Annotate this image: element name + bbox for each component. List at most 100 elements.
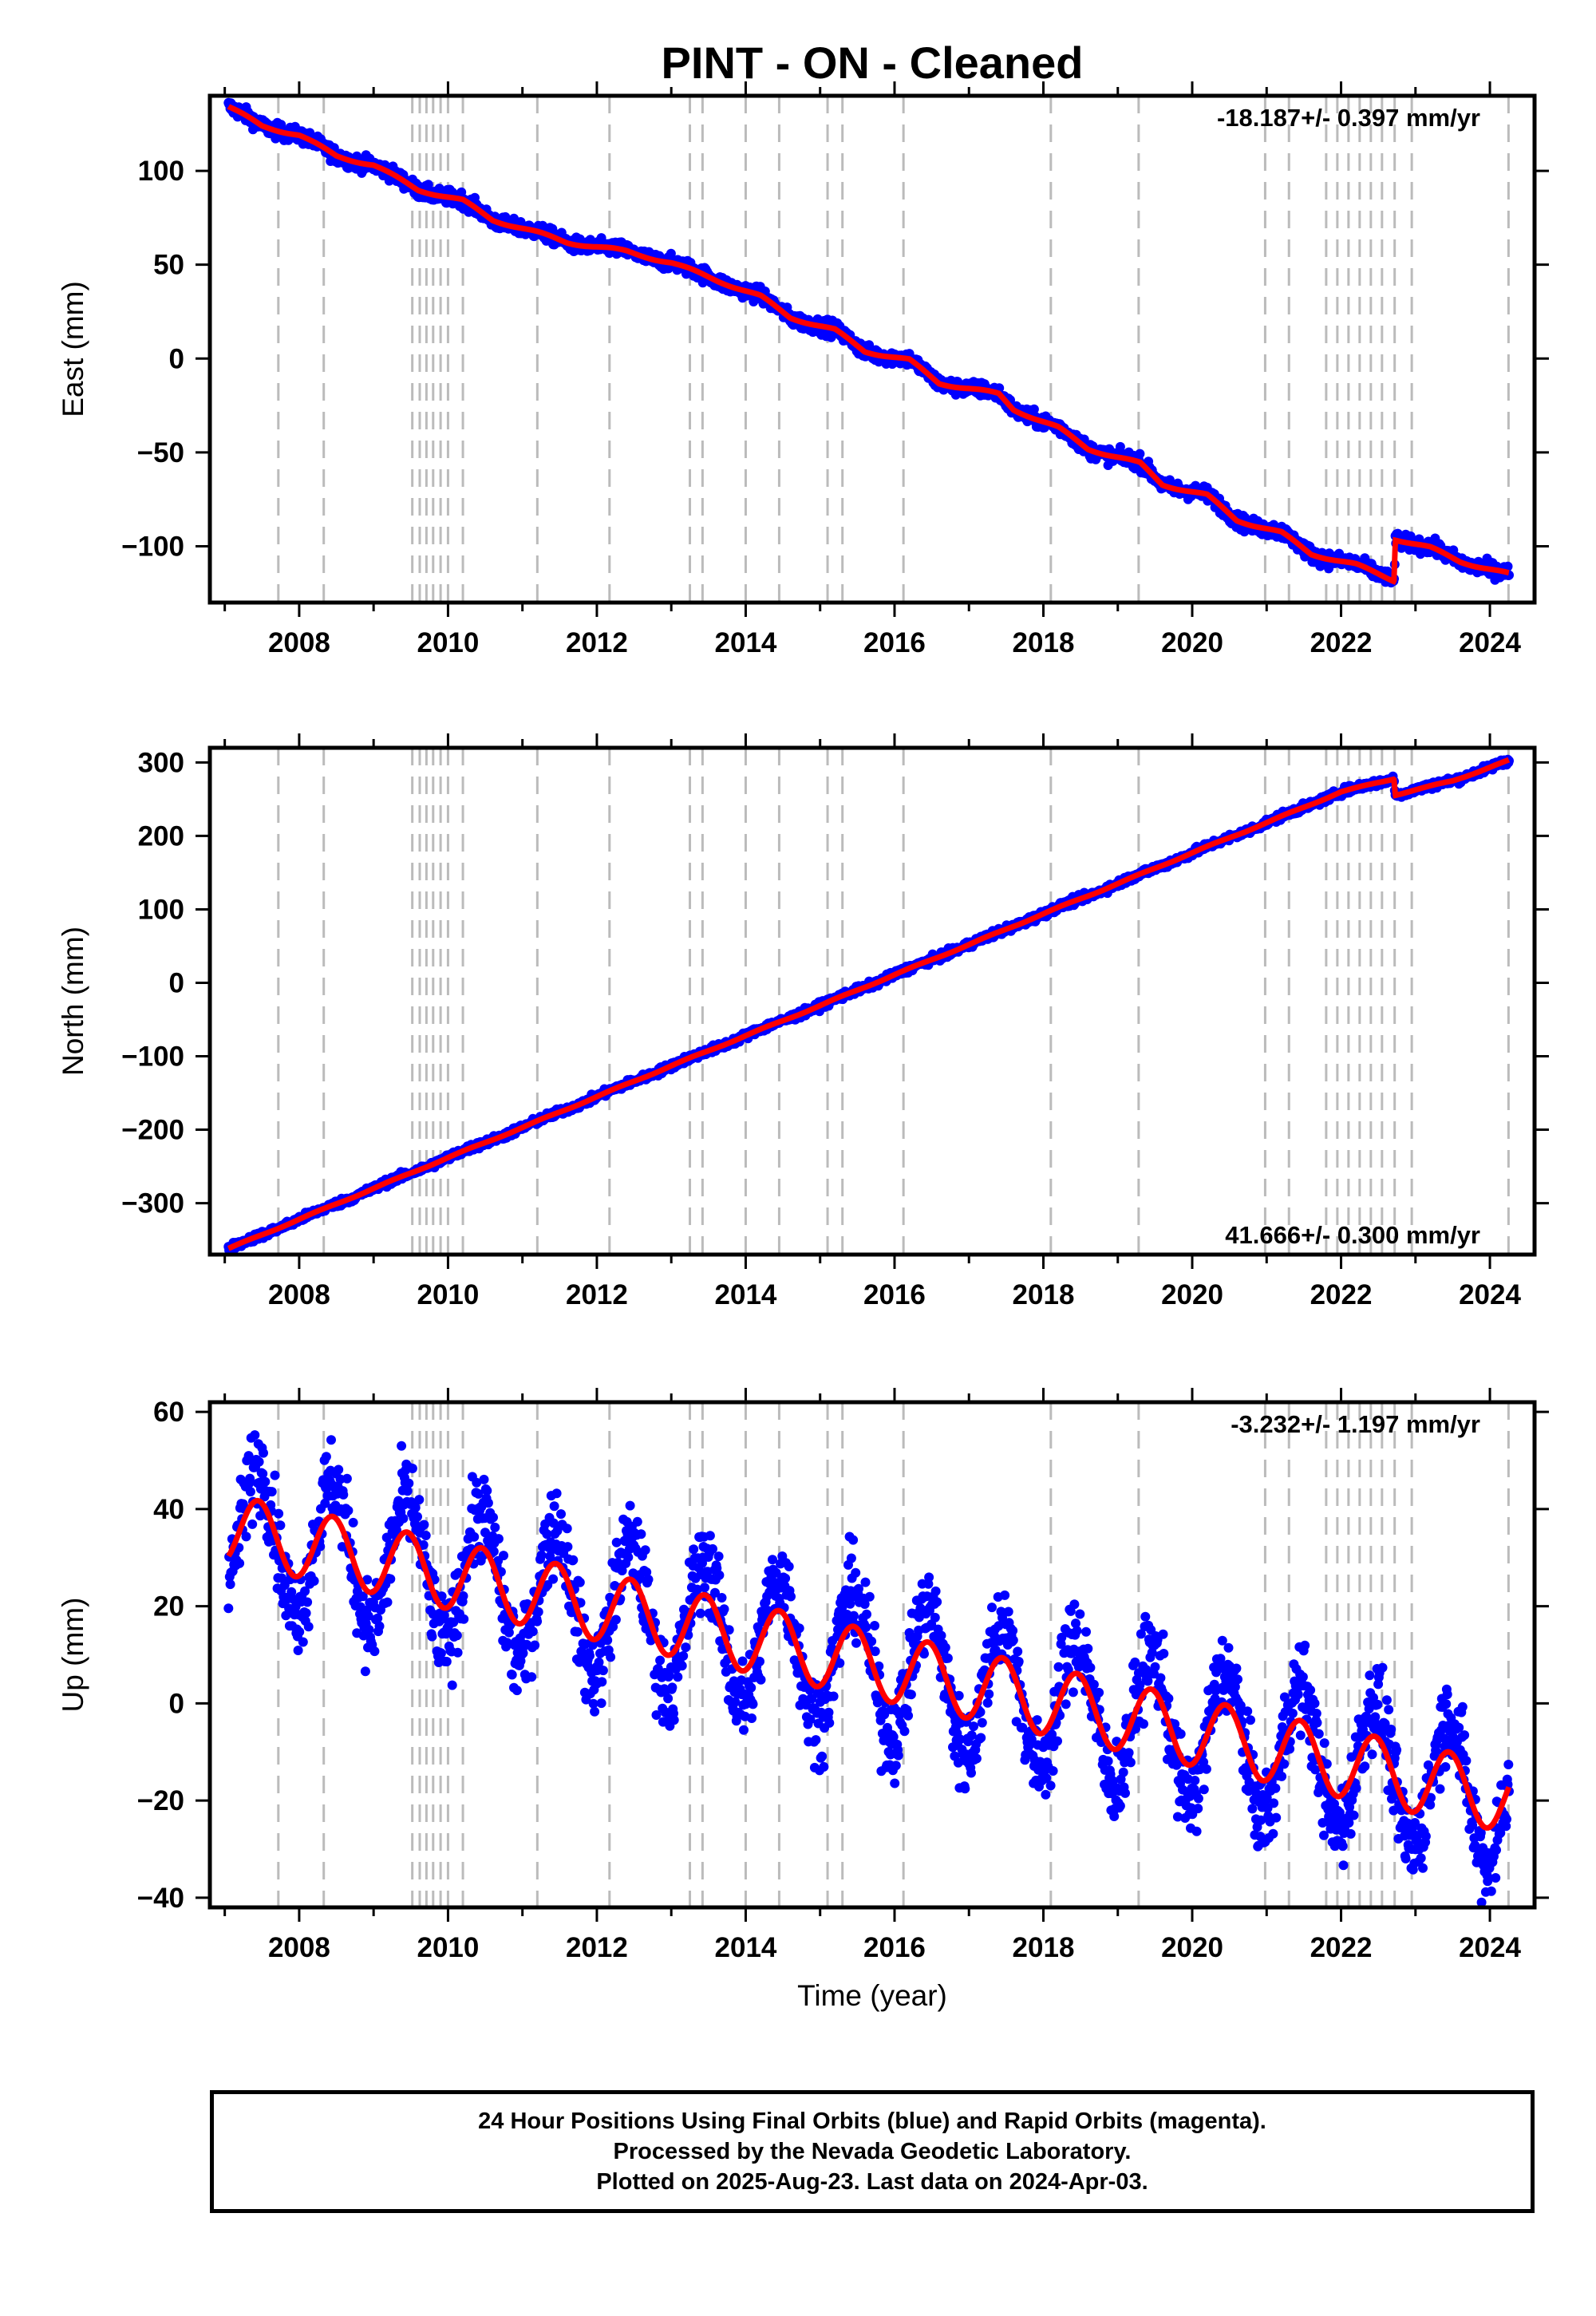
data-point — [527, 1626, 538, 1637]
data-point — [447, 1680, 457, 1690]
data-points — [223, 754, 1514, 1255]
y-tick-label: 0 — [169, 343, 184, 374]
data-point — [275, 1520, 286, 1531]
panel-1: 2008 2010 2012 2014 2016 2018 2020 2022 2024−100… — [57, 81, 1549, 658]
y-tick-label: −300 — [121, 1188, 184, 1219]
data-point — [267, 1487, 277, 1497]
rate-label: -18.187+/- 0.397 mm/yr — [1217, 104, 1480, 132]
data-point — [421, 1531, 431, 1540]
data-point — [385, 1574, 396, 1584]
data-point — [301, 1608, 311, 1618]
x-tick-label: 2020 — [1161, 1279, 1223, 1310]
data-point — [563, 1542, 573, 1552]
data-point — [413, 1512, 422, 1522]
data-point — [294, 1626, 305, 1637]
data-point — [298, 1637, 308, 1647]
data-point — [404, 1478, 414, 1488]
x-tick-label: 2008 — [268, 1279, 330, 1310]
data-point — [532, 1616, 543, 1626]
data-point — [235, 1558, 245, 1568]
data-point — [348, 1517, 358, 1528]
data-point — [459, 1614, 469, 1624]
data-point — [452, 1647, 463, 1658]
x-tick-label: 2010 — [417, 627, 479, 658]
data-point — [223, 1603, 234, 1614]
data-point — [326, 1435, 336, 1445]
x-tick-label: 2008 — [268, 627, 330, 658]
data-point — [548, 1574, 559, 1584]
x-tick-label: 2016 — [863, 627, 926, 658]
data-point — [441, 1657, 452, 1666]
data-point — [469, 1531, 480, 1542]
data-point — [533, 1607, 543, 1617]
data-point — [551, 1488, 562, 1499]
data-point — [483, 1498, 493, 1508]
x-tick-label: 2014 — [715, 627, 777, 658]
data-point — [293, 1646, 303, 1655]
data-point — [530, 1640, 540, 1650]
data-point — [423, 180, 433, 190]
data-point — [562, 1524, 572, 1534]
data-point — [488, 1512, 498, 1523]
data-point — [512, 1686, 522, 1696]
y-tick-label: −100 — [121, 531, 184, 562]
data-points — [223, 1430, 1514, 1907]
data-point — [452, 1630, 462, 1641]
event-lines — [277, 748, 1510, 1255]
data-point — [549, 1501, 559, 1512]
data-points — [223, 97, 1514, 588]
data-point — [414, 1495, 425, 1505]
y-tick-label: −200 — [121, 1115, 184, 1146]
data-point — [374, 1621, 385, 1631]
panel-2: 2008 2010 2012 2014 2016 2018 2020 2022 2024−300… — [57, 733, 1549, 1310]
data-point — [343, 1505, 354, 1516]
data-point — [369, 1646, 380, 1657]
x-tick-label: 2020 — [1161, 627, 1223, 658]
panels: 2008 2010 2012 2014 2016 2018 2020 2022 2024−100… — [57, 81, 1549, 1963]
data-point — [666, 248, 676, 259]
data-point — [419, 1520, 429, 1530]
y-axis-label: North (mm) — [57, 927, 89, 1076]
data-point — [407, 1464, 417, 1473]
data-point — [397, 1441, 407, 1451]
y-tick-label: −50 — [137, 437, 184, 468]
data-point — [303, 1622, 314, 1632]
data-point — [254, 1456, 264, 1467]
data-point — [1029, 404, 1039, 414]
data-point — [241, 1531, 251, 1542]
data-point — [338, 1489, 349, 1500]
data-point — [342, 1473, 352, 1484]
y-tick-label: 100 — [138, 894, 184, 925]
data-point — [490, 1522, 500, 1532]
data-point — [334, 1464, 344, 1475]
y-tick-label: 0 — [169, 967, 184, 998]
data-point — [245, 1473, 255, 1484]
data-point — [1115, 441, 1125, 452]
data-point — [436, 1648, 446, 1658]
data-point — [270, 1470, 280, 1480]
data-point — [360, 1666, 370, 1677]
y-tick-label: 200 — [138, 820, 184, 852]
y-axis-label: East (mm) — [57, 281, 89, 417]
y-tick-label: 100 — [138, 156, 184, 187]
chart-title: PINT - ON - Cleaned — [662, 38, 1084, 88]
x-tick-label: 2012 — [566, 627, 628, 658]
data-point — [427, 1631, 437, 1642]
x-tick-label: 2012 — [566, 1279, 628, 1310]
data-point — [482, 1485, 492, 1496]
data-point — [245, 1487, 255, 1497]
y-tick-label: −100 — [121, 1041, 184, 1073]
data-point — [1135, 449, 1145, 459]
x-tick-label: 2018 — [1013, 627, 1075, 658]
data-point — [302, 1597, 313, 1607]
data-point — [398, 1513, 409, 1524]
x-tick-label: 2024 — [1459, 1279, 1521, 1310]
data-point — [247, 1519, 258, 1529]
x-tick-label: 2016 — [863, 1279, 926, 1310]
data-point — [373, 1613, 383, 1623]
data-point — [260, 1476, 271, 1487]
x-tick-label: 2014 — [715, 1279, 777, 1310]
data-point — [382, 1597, 393, 1607]
data-point — [479, 1474, 489, 1484]
